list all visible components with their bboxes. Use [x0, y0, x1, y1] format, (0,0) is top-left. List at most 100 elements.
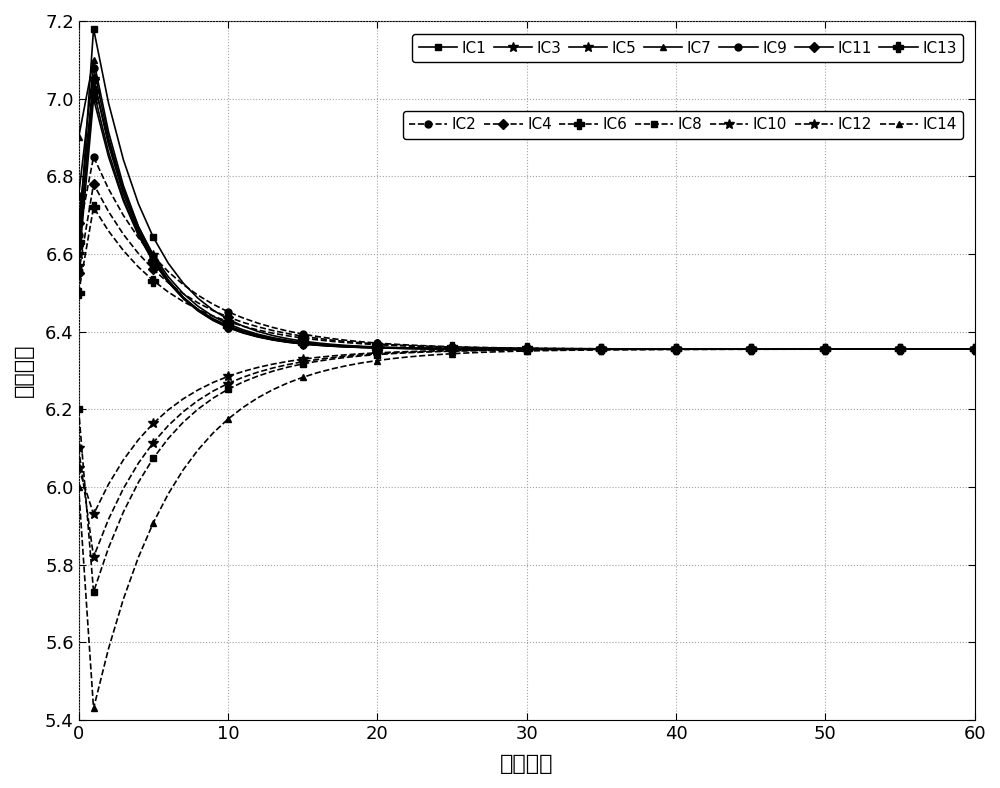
IC14 [864, 344, 876, 354]
IC10 [73, 444, 85, 453]
IC6 [969, 344, 981, 354]
IC4 [88, 180, 100, 189]
IC2 [401, 340, 413, 350]
Line: IC8: IC8 [75, 346, 978, 596]
IC14 [267, 385, 279, 395]
IC4 [566, 344, 578, 353]
IC12 [297, 355, 309, 364]
IC4 [969, 344, 981, 354]
IC13 [566, 344, 578, 354]
IC2 [297, 329, 309, 339]
IC5 [297, 338, 309, 348]
IC1 [401, 343, 413, 352]
IC9 [73, 191, 85, 200]
IC2 [566, 344, 578, 353]
IC12 [267, 359, 279, 369]
IC13 [969, 344, 981, 354]
IC9 [625, 344, 637, 354]
IC11 [73, 218, 85, 228]
IC13 [401, 344, 413, 353]
IC5 [88, 94, 100, 103]
Line: IC2: IC2 [75, 154, 978, 352]
IC4 [297, 332, 309, 341]
Line: IC6: IC6 [74, 203, 980, 354]
Line: IC9: IC9 [75, 64, 978, 352]
IC3 [88, 74, 100, 84]
IC1 [969, 344, 981, 354]
IC3 [267, 333, 279, 343]
IC2 [267, 323, 279, 333]
IC11 [566, 344, 578, 354]
IC5 [566, 344, 578, 354]
IC7 [625, 344, 637, 354]
IC9 [566, 344, 578, 354]
Line: IC10: IC10 [74, 344, 980, 562]
IC3 [73, 249, 85, 258]
IC10 [88, 552, 100, 562]
IC1 [864, 344, 876, 354]
IC3 [864, 344, 876, 354]
Line: IC12: IC12 [74, 344, 980, 519]
Line: IC7: IC7 [75, 56, 978, 352]
IC14 [73, 482, 85, 492]
IC13 [267, 334, 279, 344]
IC14 [297, 373, 309, 382]
IC9 [864, 344, 876, 354]
IC7 [73, 132, 85, 142]
IC11 [267, 335, 279, 344]
X-axis label: 迭代次数: 迭代次数 [500, 754, 553, 774]
IC7 [297, 339, 309, 348]
IC7 [566, 344, 578, 354]
IC2 [625, 344, 637, 354]
IC7 [267, 335, 279, 344]
IC13 [73, 238, 85, 247]
IC3 [401, 344, 413, 353]
IC1 [88, 24, 100, 33]
IC12 [401, 347, 413, 356]
IC6 [864, 344, 876, 354]
IC14 [401, 352, 413, 362]
IC5 [864, 344, 876, 354]
IC12 [625, 344, 637, 354]
IC1 [267, 331, 279, 340]
Line: IC4: IC4 [75, 180, 978, 352]
IC11 [864, 344, 876, 354]
IC9 [88, 63, 100, 72]
IC6 [401, 341, 413, 351]
IC3 [297, 337, 309, 347]
IC9 [267, 335, 279, 344]
IC6 [297, 333, 309, 343]
IC4 [625, 344, 637, 354]
IC4 [267, 325, 279, 335]
IC8 [566, 345, 578, 355]
Y-axis label: 成本增量: 成本增量 [14, 344, 34, 397]
IC8 [297, 359, 309, 369]
IC11 [625, 344, 637, 354]
IC5 [73, 261, 85, 270]
IC10 [969, 344, 981, 354]
Line: IC1: IC1 [75, 25, 978, 352]
IC8 [625, 344, 637, 354]
IC1 [73, 241, 85, 251]
IC9 [297, 340, 309, 349]
IC4 [401, 340, 413, 350]
IC10 [625, 344, 637, 354]
IC14 [969, 344, 981, 354]
IC6 [566, 344, 578, 354]
IC1 [297, 336, 309, 346]
IC1 [625, 344, 637, 354]
IC6 [267, 329, 279, 338]
IC14 [625, 345, 637, 355]
IC5 [401, 344, 413, 353]
IC3 [625, 344, 637, 354]
IC6 [88, 203, 100, 212]
Line: IC13: IC13 [74, 86, 980, 354]
IC8 [864, 344, 876, 354]
IC10 [401, 348, 413, 357]
IC13 [864, 344, 876, 354]
IC13 [88, 86, 100, 95]
IC2 [88, 152, 100, 162]
IC6 [73, 288, 85, 298]
Line: IC5: IC5 [74, 94, 980, 354]
IC5 [267, 334, 279, 344]
